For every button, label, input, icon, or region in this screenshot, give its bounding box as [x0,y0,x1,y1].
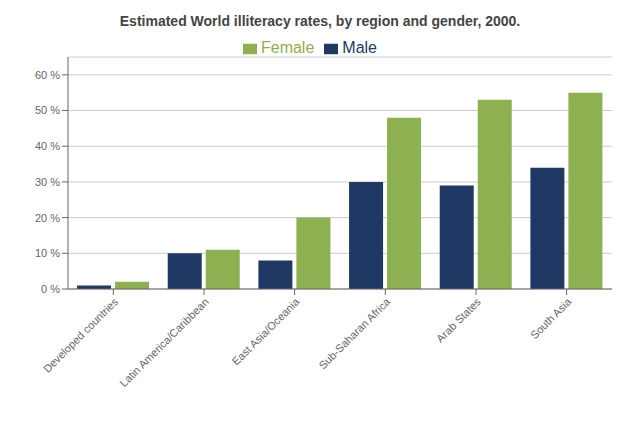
svg-text:50 %: 50 % [35,104,60,116]
svg-text:10 %: 10 % [35,247,60,259]
svg-text:Sub-Saharan Africa: Sub-Saharan Africa [316,295,393,372]
html-text:Male: Male [342,39,377,56]
svg-text:East Asia/Oceania: East Asia/Oceania [230,295,303,368]
svg-text:30 %: 30 % [35,176,60,188]
svg-text:Latin America/Caribbean: Latin America/Caribbean [117,295,211,389]
svg-text:South Asia: South Asia [528,295,574,341]
html-text:Estimated World illiteracy rat: Estimated World illiteracy rates, by reg… [119,13,521,29]
svg-text:60 %: 60 % [35,69,60,81]
svg-text:40 %: 40 % [35,140,60,152]
svg-text:20 %: 20 % [35,212,60,224]
svg-text:Arab States: Arab States [434,295,483,344]
svg-text:0 %: 0 % [41,283,60,295]
html-text:Female: Female [261,39,315,56]
svg-text:Developed countries: Developed countries [41,295,121,375]
